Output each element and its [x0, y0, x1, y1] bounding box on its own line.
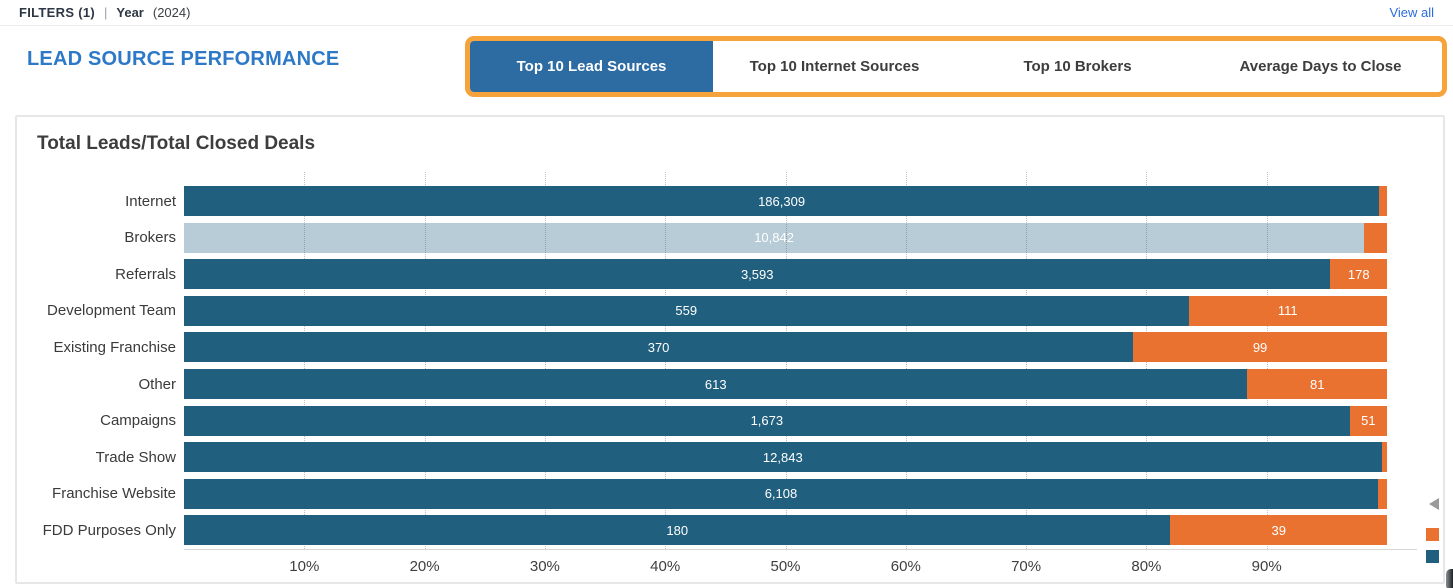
leads-bar-segment[interactable]: 370 [184, 332, 1134, 363]
category-label: Referrals [115, 265, 176, 283]
leads-value-label: 1,673 [750, 413, 784, 429]
bar-track: 370 99 [184, 332, 1387, 363]
leads-bar-segment[interactable]: 6,108 [184, 478, 1378, 509]
leads-value-label: 186,309 [758, 193, 806, 209]
leads-value-label: 180 [666, 522, 689, 538]
leads-bar-segment[interactable]: 12,843 [184, 442, 1382, 473]
bar-track: 12,843 [184, 442, 1387, 473]
closed-value-label: 111 [1277, 303, 1298, 319]
x-tick-label: 90% [1251, 558, 1282, 575]
closed-bar-segment[interactable]: 51 [1349, 405, 1387, 436]
x-tick-label: 80% [1131, 558, 1162, 575]
filter-field-name: Year [116, 5, 144, 20]
chart-row: Campaigns 1,673 51 [17, 402, 1443, 439]
filter-separator: | [104, 5, 108, 20]
category-label: FDD Purposes Only [42, 521, 176, 539]
x-tick-label: 60% [890, 558, 921, 575]
leads-bar-segment[interactable]: 3,593 [184, 259, 1331, 290]
chart-row: Trade Show 12,843 [17, 439, 1443, 476]
category-label: Existing Franchise [53, 338, 176, 356]
x-tick-label: 50% [770, 558, 801, 575]
tab-top-10-lead-sources[interactable]: Top 10 Lead Sources [470, 41, 713, 92]
bar-track: 186,309 [184, 186, 1387, 217]
leads-value-label: 6,108 [764, 486, 798, 502]
leads-bar-segment[interactable]: 613 [184, 369, 1248, 399]
tab-strip: Top 10 Lead Sources Top 10 Internet Sourc… [465, 36, 1447, 97]
x-tick-label: 40% [650, 558, 681, 575]
corner-scroll-fragment [1446, 569, 1453, 588]
bar-track: 6,108 [184, 478, 1387, 509]
tab-top-10-internet-sources[interactable]: Top 10 Internet Sources [713, 41, 956, 92]
category-label: Other [138, 375, 176, 393]
leads-bar-segment[interactable]: 10,842 [184, 222, 1365, 253]
bar-track: 559 111 [184, 295, 1387, 326]
chart-row: Brokers 10,842 [17, 220, 1443, 257]
leads-value-label: 559 [675, 303, 698, 319]
closed-value-label: 99 [1252, 339, 1268, 355]
closed-bar-segment[interactable]: 81 [1247, 369, 1387, 399]
chart-row: Other 613 81 [17, 366, 1443, 403]
active-filters[interactable]: FILTERS (1) | Year (2024) [19, 5, 190, 20]
closed-bar-segment[interactable] [1377, 478, 1387, 509]
x-axis: 10% 20% 30% 40% 50% 60% 70% 80% 90% [184, 549, 1417, 580]
category-label: Development Team [47, 302, 176, 320]
bar-track: 613 81 [184, 369, 1387, 399]
closed-value-label: 178 [1347, 266, 1370, 282]
leads-value-label: 10,842 [754, 230, 794, 246]
leads-bar-segment[interactable]: 1,673 [184, 405, 1350, 436]
x-tick-label: 30% [529, 558, 560, 575]
category-label: Campaigns [100, 412, 176, 430]
filter-bar: FILTERS (1) | Year (2024) View all [0, 0, 1453, 26]
category-label: Brokers [124, 229, 176, 247]
closed-bar-segment[interactable] [1381, 442, 1387, 473]
leads-value-label: 613 [704, 376, 727, 392]
closed-value-label: 51 [1361, 413, 1376, 429]
page-title: LEAD SOURCE PERFORMANCE [27, 48, 340, 70]
chart-title: Total Leads/Total Closed Deals [37, 133, 316, 154]
chart-row: Existing Franchise 370 99 [17, 329, 1443, 366]
filters-count-label: FILTERS (1) [19, 5, 95, 20]
bar-track: 10,842 [184, 222, 1387, 253]
closed-bar-segment[interactable]: 39 [1170, 515, 1387, 546]
category-label: Franchise Website [52, 485, 176, 503]
closed-bar-segment[interactable]: 99 [1133, 332, 1387, 363]
category-label: Internet [125, 192, 176, 210]
leads-value-label: 12,843 [762, 449, 803, 465]
chart-row: Development Team 559 111 [17, 293, 1443, 330]
filter-field-value: (2024) [152, 5, 191, 20]
leads-bar-segment[interactable]: 186,309 [184, 186, 1380, 217]
chart-row: Franchise Website 6,108 [17, 475, 1443, 512]
closed-value-label: 39 [1271, 522, 1286, 538]
closed-bar-segment[interactable] [1364, 222, 1387, 253]
bar-track: 3,593 178 [184, 259, 1387, 290]
legend-leads-swatch-icon[interactable] [1426, 550, 1439, 563]
closed-bar-segment[interactable]: 111 [1188, 295, 1387, 326]
chart-row: Internet 186,309 [17, 183, 1443, 220]
chart-rows: Internet 186,309 Brokers 10,842 Referrals 3,5… [17, 183, 1443, 548]
legend-closed-deals-swatch-icon[interactable] [1426, 528, 1439, 541]
chart-row: FDD Purposes Only 180 39 [17, 512, 1443, 549]
chart-row: Referrals 3,593 178 [17, 256, 1443, 293]
leads-value-label: 370 [647, 339, 670, 355]
bar-track: 1,673 51 [184, 405, 1387, 436]
closed-value-label: 81 [1309, 376, 1325, 392]
tab-average-days-to-close[interactable]: Average Days to Close [1199, 41, 1442, 92]
x-tick-label: 70% [1011, 558, 1042, 575]
category-label: Trade Show [95, 448, 176, 466]
x-tick-label: 10% [289, 558, 320, 575]
bar-track: 180 39 [184, 515, 1387, 546]
view-all-link[interactable]: View all [1389, 5, 1434, 20]
closed-bar-segment[interactable]: 178 [1330, 259, 1387, 290]
leads-bar-segment[interactable]: 180 [184, 515, 1171, 546]
x-tick-label: 20% [409, 558, 440, 575]
legend-collapse-arrow-icon[interactable] [1429, 498, 1439, 510]
leads-value-label: 3,593 [740, 266, 774, 282]
chart-panel: Total Leads/Total Closed Deals Internet 1… [15, 115, 1445, 584]
leads-bar-segment[interactable]: 559 [184, 295, 1189, 326]
tab-top-10-brokers[interactable]: Top 10 Brokers [956, 41, 1199, 92]
closed-bar-segment[interactable] [1379, 186, 1387, 217]
